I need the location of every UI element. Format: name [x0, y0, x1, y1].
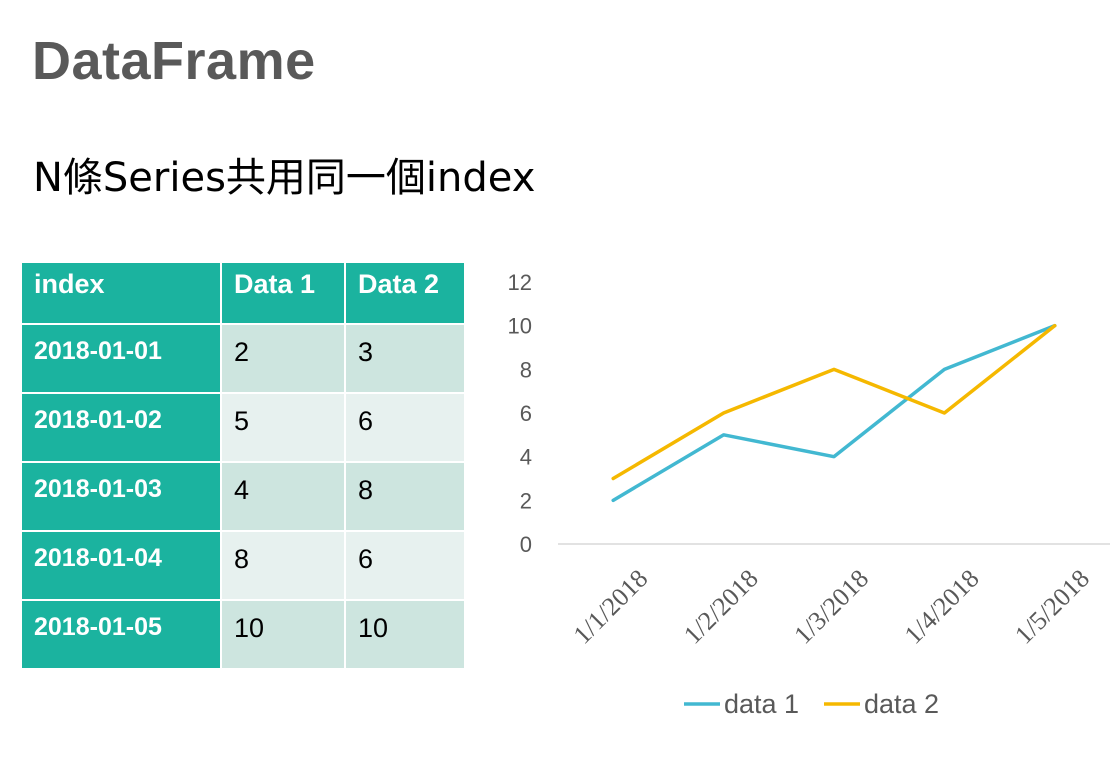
row-index-cell: 2018-01-02 — [20, 392, 222, 463]
data-1-cell: 4 — [220, 461, 346, 532]
y-tick-label: 4 — [520, 445, 532, 470]
row-index-cell: 2018-01-03 — [20, 461, 222, 532]
data-2-cell: 6 — [344, 392, 466, 463]
x-tick-label: 1/4/2018 — [899, 564, 985, 650]
header-data-1: Data 1 — [220, 261, 346, 325]
x-tick-label: 1/2/2018 — [678, 564, 764, 650]
y-tick-label: 6 — [520, 401, 532, 426]
data-1-cell: 2 — [220, 323, 346, 394]
x-tick-label: 1/3/2018 — [788, 564, 874, 650]
data-2-cell: 3 — [344, 323, 466, 394]
series-line-data-2 — [611, 323, 1057, 481]
data-1-cell: 10 — [220, 599, 346, 670]
table-row: 2018-01-01 2 3 — [20, 323, 466, 394]
data-1-cell: 8 — [220, 530, 346, 601]
y-tick-label: 2 — [520, 488, 532, 513]
header-index: index — [20, 261, 222, 325]
table-row: 2018-01-04 8 6 — [20, 530, 466, 601]
legend-label-data-1: data 1 — [724, 689, 799, 719]
data-2-cell: 6 — [344, 530, 466, 601]
table-row: 2018-01-02 5 6 — [20, 392, 466, 463]
x-tick-label: 1/1/2018 — [568, 564, 654, 650]
legend-label-data-2: data 2 — [864, 689, 939, 719]
data-1-cell: 5 — [220, 392, 346, 463]
y-tick-label: 0 — [520, 532, 532, 557]
row-index-cell: 2018-01-01 — [20, 323, 222, 394]
data-2-cell: 8 — [344, 461, 466, 532]
header-data-2: Data 2 — [344, 261, 466, 325]
slide-subtitle: N條Series共用同一個index — [33, 155, 536, 201]
slide-title: DataFrame — [32, 31, 316, 91]
row-index-cell: 2018-01-04 — [20, 530, 222, 601]
table-header-row: index Data 1 Data 2 — [20, 261, 466, 325]
table-row: 2018-01-03 4 8 — [20, 461, 466, 532]
dataframe-table: index Data 1 Data 2 2018-01-01 2 3 2018-… — [20, 261, 466, 670]
table-row: 2018-01-05 10 10 — [20, 599, 466, 670]
y-tick-label: 10 — [508, 314, 532, 339]
y-tick-label: 8 — [520, 357, 532, 382]
x-tick-label: 1/5/2018 — [1009, 564, 1095, 650]
line-chart: 0 2 4 6 8 10 12 1/1/2018 1/2/2018 1/3/2018 1/4/201… — [508, 270, 1110, 719]
series-line-data-1 — [611, 323, 1057, 503]
data-2-cell: 10 — [344, 599, 466, 670]
row-index-cell: 2018-01-05 — [20, 599, 222, 670]
y-tick-label: 12 — [508, 270, 532, 295]
